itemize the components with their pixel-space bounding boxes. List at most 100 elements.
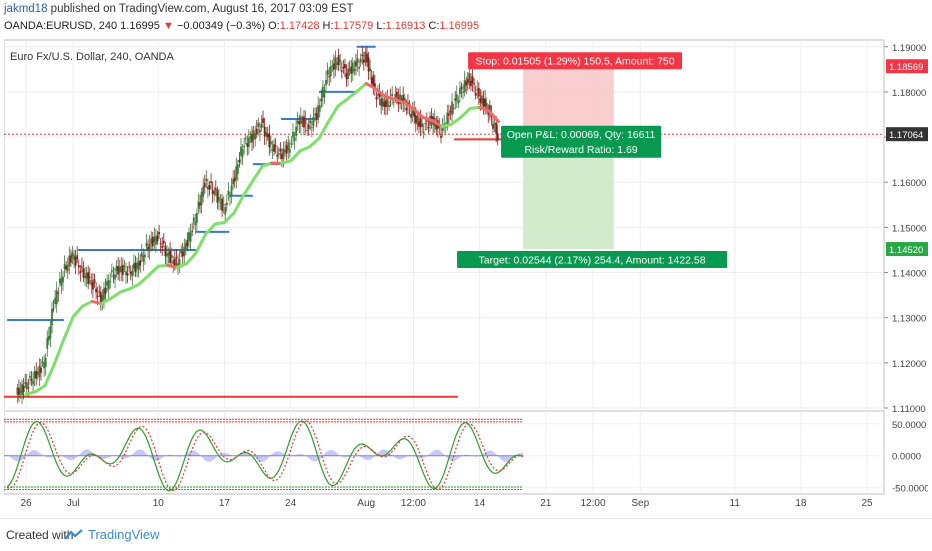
last-price: 1.16995: [120, 20, 160, 32]
candle-body: [275, 145, 277, 146]
candle-body: [79, 271, 81, 273]
candle-body: [371, 78, 373, 84]
candle-body: [254, 133, 256, 139]
indicator-y-label: 50.0000: [892, 420, 926, 431]
high-value: 1.17579: [334, 20, 374, 32]
candle-body: [142, 256, 144, 262]
candle-body: [81, 267, 83, 268]
candle-body: [43, 362, 45, 368]
candle-body: [171, 255, 173, 258]
candle-body: [250, 136, 252, 138]
candle-body: [180, 250, 182, 254]
y-tick-label: 1.19000: [892, 43, 926, 54]
y-tick-label: 1.13000: [892, 314, 926, 325]
candle-body: [473, 83, 475, 84]
candle-body: [363, 60, 365, 63]
candle-body: [183, 247, 185, 257]
x-tick-label: 18: [795, 498, 807, 509]
candle-body: [187, 240, 189, 246]
candle-body: [366, 54, 368, 63]
candle-body: [424, 123, 426, 124]
candle-body: [191, 231, 193, 232]
candle-body: [179, 259, 181, 264]
candle-body: [172, 260, 174, 264]
x-tick-label: Sep: [631, 498, 649, 509]
candle-body: [256, 129, 258, 134]
target-text: Target: 0.02544 (2.17%) 254.4, Amount: 1…: [479, 255, 706, 267]
candle-body: [272, 149, 274, 151]
stop-zone: [523, 66, 614, 135]
candle-body: [135, 263, 137, 272]
candle-body: [360, 59, 362, 63]
candle-body: [54, 298, 56, 304]
candle-body: [61, 278, 63, 286]
candle-body: [139, 260, 141, 265]
candle-body: [330, 66, 332, 76]
candle-body: [76, 255, 78, 259]
candle-body: [18, 388, 20, 395]
candle-body: [218, 197, 220, 201]
candle-body: [448, 113, 450, 115]
candle-body: [209, 185, 211, 190]
footer: Created with TradingView: [0, 518, 932, 551]
candle-body: [223, 204, 225, 205]
candle-body: [215, 188, 217, 190]
x-tick-label: 17: [219, 498, 231, 509]
stop-text: Stop: 0.01505 (1.29%) 150.5, Amount: 750: [476, 56, 675, 68]
candle-body: [327, 70, 329, 75]
candle-body: [357, 58, 359, 62]
candle-body: [182, 252, 184, 257]
candle-body: [86, 273, 88, 279]
candle-body: [273, 144, 275, 151]
candle-body: [344, 64, 346, 68]
tradingview-brand-link[interactable]: TradingView: [88, 527, 160, 542]
candle-body: [164, 246, 166, 256]
candle-body: [468, 73, 470, 85]
candle-body: [210, 181, 212, 182]
candle-body: [64, 264, 66, 269]
y-tick-label: 1.15000: [892, 223, 926, 234]
candle-body: [287, 142, 289, 150]
candle-body: [324, 90, 326, 97]
candle-body: [267, 134, 269, 137]
candle-body: [29, 376, 31, 378]
candle-body: [317, 105, 319, 118]
candle-body: [454, 99, 456, 101]
author-link[interactable]: jakmd18: [4, 3, 47, 15]
candle-body: [242, 149, 244, 157]
candle-body: [420, 118, 422, 127]
candle-body: [149, 244, 151, 251]
candle-body: [194, 222, 196, 225]
candle-body: [497, 133, 499, 140]
candle-body: [459, 88, 461, 94]
candle-body: [467, 79, 469, 82]
candle-body: [377, 94, 379, 96]
candle-body: [166, 254, 168, 257]
close-label: C:: [428, 20, 439, 32]
candle-body: [451, 102, 453, 115]
candle-body: [26, 382, 28, 389]
candle-body: [120, 266, 122, 272]
candle-body: [286, 145, 288, 153]
candle-body: [391, 94, 393, 96]
candle-body: [231, 186, 233, 197]
candle-body: [138, 261, 140, 269]
candle-body: [246, 143, 248, 147]
candle-body: [205, 179, 207, 181]
candle-body: [311, 127, 313, 128]
candle-body: [38, 366, 40, 377]
candle-body: [453, 108, 455, 109]
candle-body: [423, 132, 425, 134]
candle-body: [328, 76, 330, 77]
candle-body: [284, 150, 286, 152]
candle-body: [84, 276, 86, 278]
candle-body: [289, 149, 291, 153]
candle-body: [309, 120, 311, 123]
candle-body: [45, 358, 47, 367]
candle-body: [141, 253, 143, 257]
candle-body: [48, 336, 50, 341]
candle-body: [476, 89, 478, 90]
candle-body: [92, 282, 94, 289]
